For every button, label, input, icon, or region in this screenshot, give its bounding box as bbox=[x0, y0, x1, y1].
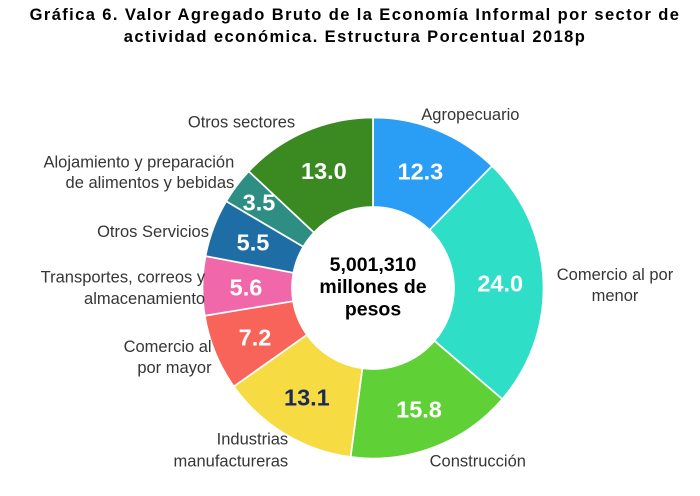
svg-text:13.0: 13.0 bbox=[301, 158, 347, 184]
svg-text:menor: menor bbox=[592, 287, 639, 305]
svg-text:Otros sectores: Otros sectores bbox=[188, 114, 295, 132]
svg-text:Transportes, correos y: Transportes, correos y bbox=[41, 269, 206, 287]
svg-text:de alimentos y bebidas: de alimentos y bebidas bbox=[66, 174, 235, 192]
svg-text:Comercio al por: Comercio al por bbox=[557, 266, 674, 284]
svg-text:por mayor: por mayor bbox=[137, 359, 212, 377]
svg-text:13.1: 13.1 bbox=[284, 385, 330, 411]
svg-text:5.5: 5.5 bbox=[237, 229, 270, 255]
svg-text:Alojamiento y preparación: Alojamiento y preparación bbox=[44, 154, 235, 172]
svg-text:Industrias: Industrias bbox=[217, 431, 289, 449]
svg-text:Agropecuario: Agropecuario bbox=[421, 106, 519, 124]
svg-text:Construcción: Construcción bbox=[430, 453, 526, 471]
svg-text:almacenamiento: almacenamiento bbox=[84, 290, 205, 308]
svg-text:24.0: 24.0 bbox=[477, 270, 523, 296]
svg-text:millones de: millones de bbox=[319, 276, 426, 298]
svg-text:5,001,310: 5,001,310 bbox=[330, 254, 417, 276]
svg-text:manufactureras: manufactureras bbox=[174, 452, 289, 470]
svg-text:Comercio al: Comercio al bbox=[124, 338, 212, 356]
svg-text:7.2: 7.2 bbox=[239, 324, 272, 350]
svg-text:3.5: 3.5 bbox=[243, 190, 276, 216]
svg-text:12.3: 12.3 bbox=[398, 158, 444, 184]
svg-text:5.6: 5.6 bbox=[230, 275, 263, 301]
svg-text:Otros Servicios: Otros Servicios bbox=[97, 223, 209, 241]
svg-text:15.8: 15.8 bbox=[396, 397, 442, 423]
svg-text:pesos: pesos bbox=[345, 298, 402, 320]
